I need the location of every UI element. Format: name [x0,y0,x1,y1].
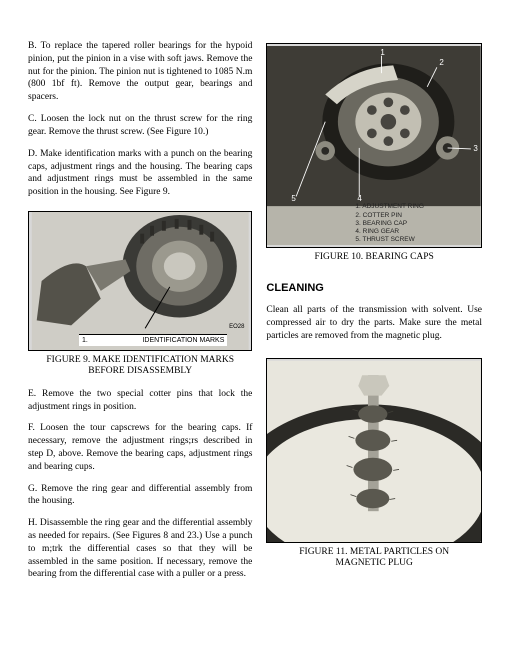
fig11-cap-line2: MAGNETIC PLUG [336,558,413,568]
fig10-n4: 4 [357,194,361,203]
left-column: B. To replace the tapered roller bearing… [28,40,252,630]
fig10-c1: 1. ADJUSTMENT RING [355,203,424,211]
figure-9-image: 1. IDENTIFICATION MARKS EO28 [28,211,252,351]
fig9-callout-text: IDENTIFICATION MARKS [142,336,224,345]
figure-10-image: 1 2 3 4 5 1. ADJUSTMENT RING 2. COTTER P… [266,43,482,248]
cleaning-heading: CLEANING [266,281,482,296]
figure-10-caption: FIGURE 10. BEARING CAPS [266,252,482,263]
step-h: H. Disassemble the ring gear and the dif… [28,517,252,581]
fig10-c5: 5. THRUST SCREW [355,236,424,244]
figure-11-image [266,358,482,543]
figure-11-caption: FIGURE 11. METAL PARTICLES ON MAGNETIC P… [266,547,482,570]
fig10-c4: 4. RING GEAR [355,228,424,236]
right-column: 1 2 3 4 5 1. ADJUSTMENT RING 2. COTTER P… [266,40,482,630]
fig9-callout-num: 1. [82,336,88,345]
cleaning-body: Clean all parts of the transmission with… [266,304,482,342]
fig9-cap-line1: FIGURE 9. MAKE IDENTIFICATION MARKS [46,355,234,365]
step-c: C. Loosen the lock nut on the thrust scr… [28,113,252,139]
step-f: F. Loosen the tour capscrews for the bea… [28,422,252,473]
fig10-n3: 3 [473,144,477,153]
fig11-cap-line1: FIGURE 11. METAL PARTICLES ON [299,547,449,557]
fig9-cap-line2: BEFORE DISASSEMBLY [88,366,192,376]
step-b: B. To replace the tapered roller bearing… [28,40,252,104]
fig10-n2: 2 [439,58,443,67]
fig10-n1: 1 [380,48,384,57]
figure-9-caption: FIGURE 9. MAKE IDENTIFICATION MARKS BEFO… [28,355,252,378]
fig10-c2: 2. COTTER PIN [355,212,424,220]
fig10-c3: 3. BEARING CAP [355,220,424,228]
step-e: E. Remove the two special cotter pins th… [28,388,252,414]
fig10-n5: 5 [291,194,295,203]
fig9-code: EO28 [226,322,247,332]
step-g: G. Remove the ring gear and differential… [28,483,252,509]
step-d: D. Make identification marks with a punc… [28,148,252,199]
